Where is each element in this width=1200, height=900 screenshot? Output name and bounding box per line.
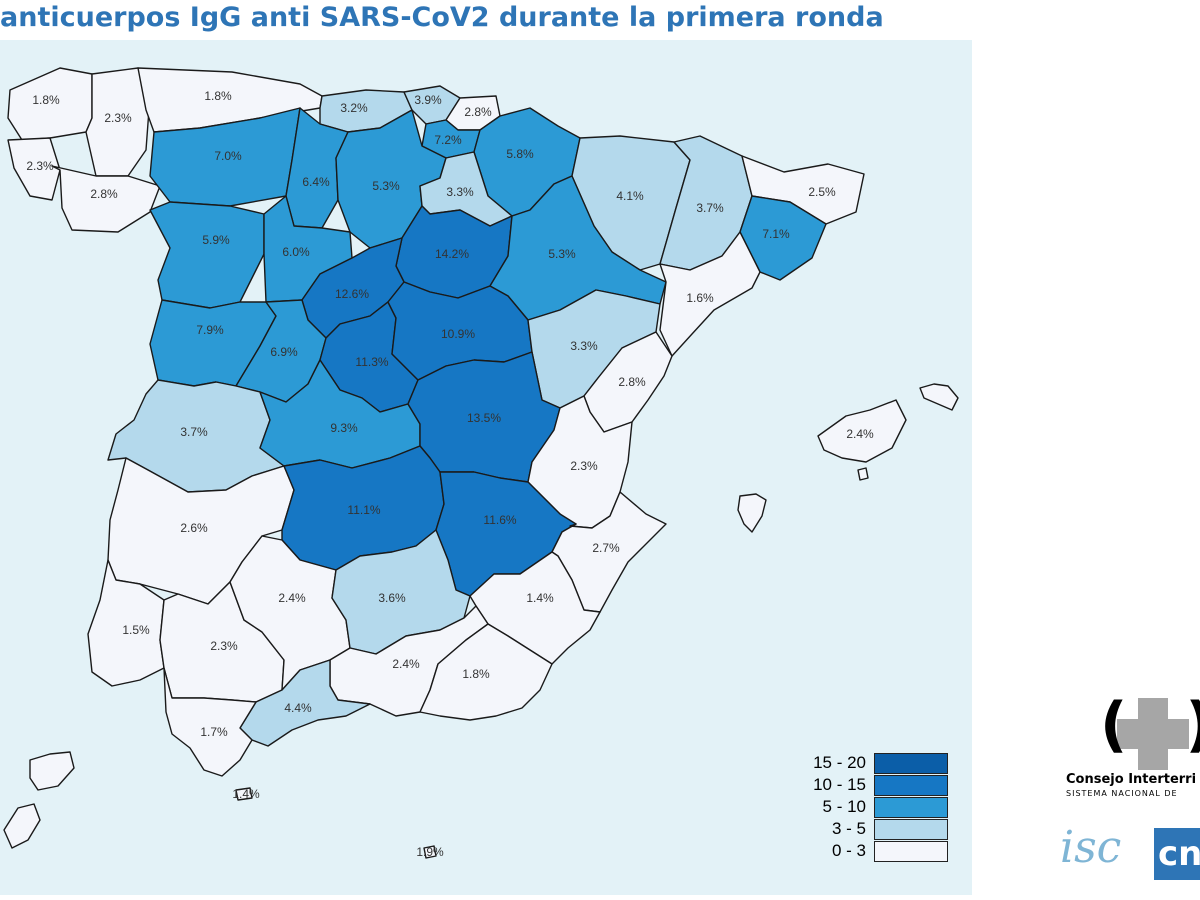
province-tarragona xyxy=(659,231,761,357)
province-baleares xyxy=(817,399,907,463)
province-label-guadalajara: 10.9% xyxy=(441,327,475,341)
province-label-tarragona: 1.6% xyxy=(686,291,714,305)
province-label-madrid: 11.3% xyxy=(355,355,388,369)
province-malaga xyxy=(239,659,371,747)
province-label-salamanca: 7.9% xyxy=(196,323,224,337)
province-label-melilla: 1.9% xyxy=(416,845,444,859)
legend-label: 0 - 3 xyxy=(831,841,866,860)
legend-label: 15 - 20 xyxy=(813,753,866,772)
province-label-lleida: 3.7% xyxy=(696,201,724,215)
province-label-sevilla: 2.3% xyxy=(210,639,238,653)
province-zamora xyxy=(149,201,265,309)
province-label-ceuta: 1.4% xyxy=(232,787,260,801)
province-label-albacete: 11.6% xyxy=(483,513,516,527)
province-label-palencia: 6.4% xyxy=(302,175,330,189)
province-label-baleares: 2.4% xyxy=(846,427,874,441)
legend-label: 10 - 15 xyxy=(813,775,866,794)
province-palencia xyxy=(285,107,349,229)
province-label-huelva: 1.5% xyxy=(122,623,150,637)
province-pontevedra xyxy=(7,137,61,201)
island-outline xyxy=(29,751,75,791)
legend-swatch xyxy=(874,774,948,796)
province-label-murcia: 1.4% xyxy=(526,591,554,605)
legend: 15 - 20 10 - 15 5 - 10 3 - 5 0 - 3 xyxy=(780,752,948,862)
province-label-leon: 7.0% xyxy=(214,149,242,163)
logo-parens: () xyxy=(1100,690,1200,760)
province-ourense xyxy=(51,165,161,233)
province-label-caceres: 3.7% xyxy=(180,425,208,439)
legend-label: 5 - 10 xyxy=(822,797,866,816)
map-title: anticuerpos IgG anti SARS-CoV2 durante l… xyxy=(0,2,884,33)
consejo-interterritorial-logo: () Consejo Interterri SISTEMA NACIONAL D… xyxy=(1058,690,1200,900)
legend-row: 10 - 15 xyxy=(780,774,948,796)
province-label-ourense: 2.8% xyxy=(90,187,118,201)
province-almeria xyxy=(419,623,553,721)
isc-logo: isc xyxy=(1060,822,1122,873)
cross-icon-bar xyxy=(1117,719,1189,749)
logo-name: Consejo Interterri xyxy=(1066,772,1197,787)
province-label-lugo: 2.3% xyxy=(104,111,132,125)
province-ceuta xyxy=(235,787,253,801)
province-label-castellon: 2.8% xyxy=(618,375,646,389)
province-label-asturias: 1.8% xyxy=(204,89,232,103)
province-label-badajoz: 2.6% xyxy=(180,521,208,535)
legend-row: 3 - 5 xyxy=(780,818,948,840)
island-outline xyxy=(3,803,41,849)
province-label-segovia: 12.6% xyxy=(335,287,369,301)
province-label-malaga: 4.4% xyxy=(284,701,312,715)
province-label-la-rioja: 3.3% xyxy=(446,185,474,199)
legend-swatch xyxy=(874,796,948,818)
province-label-araba: 7.2% xyxy=(434,133,462,147)
province-label-navarra: 5.8% xyxy=(506,147,534,161)
province-label-granada: 2.4% xyxy=(392,657,420,671)
province-label-huesca: 4.1% xyxy=(616,189,644,203)
island-outline xyxy=(857,467,869,481)
province-label-gipuzkoa: 2.8% xyxy=(464,105,492,119)
island-outline xyxy=(919,383,959,411)
province-label-toledo: 9.3% xyxy=(330,421,358,435)
province-label-girona: 2.5% xyxy=(808,185,836,199)
legend-row: 0 - 3 xyxy=(780,840,948,862)
legend-row: 5 - 10 xyxy=(780,796,948,818)
province-label-a-coruna: 1.8% xyxy=(32,93,60,107)
cnm-logo: cn xyxy=(1154,828,1200,880)
province-label-jaen: 3.6% xyxy=(378,591,406,605)
province-label-valencia: 2.3% xyxy=(570,459,598,473)
province-label-almeria: 1.8% xyxy=(462,667,490,681)
province-label-valladolid: 6.0% xyxy=(282,245,310,259)
logo-subtitle: SISTEMA NACIONAL DE xyxy=(1066,789,1178,798)
province-jaen xyxy=(331,529,471,655)
province-melilla xyxy=(423,845,437,859)
province-cadiz xyxy=(163,667,257,777)
island-outline xyxy=(737,493,767,533)
province-label-zamora: 5.9% xyxy=(202,233,230,247)
legend-swatch xyxy=(874,840,948,862)
province-label-alicante: 2.7% xyxy=(592,541,620,555)
province-label-zaragoza: 5.3% xyxy=(548,247,576,261)
legend-label: 3 - 5 xyxy=(831,819,866,838)
legend-swatch xyxy=(874,818,948,840)
province-label-ciudad-real: 11.1% xyxy=(347,503,380,517)
province-label-pontevedra: 2.3% xyxy=(26,159,54,173)
spain-province-map: 1.8%2.3%2.3%2.8%1.8%3.2%3.9%2.8%7.2%5.8%… xyxy=(3,67,959,859)
province-label-cantabria: 3.2% xyxy=(340,101,368,115)
province-label-cuenca: 13.5% xyxy=(467,411,501,425)
province-label-soria: 14.2% xyxy=(435,247,469,261)
province-label-teruel: 3.3% xyxy=(570,339,598,353)
province-alicante xyxy=(551,491,667,613)
province-label-bizkaia: 3.9% xyxy=(414,93,442,107)
province-label-cadiz: 1.7% xyxy=(200,725,228,739)
province-label-barcelona: 7.1% xyxy=(762,227,790,241)
province-huelva xyxy=(87,559,165,687)
legend-row: 15 - 20 xyxy=(780,752,948,774)
province-label-burgos: 5.3% xyxy=(372,179,400,193)
province-label-cordoba: 2.4% xyxy=(278,591,306,605)
legend-swatch xyxy=(874,752,948,774)
province-label-avila: 6.9% xyxy=(270,345,298,359)
